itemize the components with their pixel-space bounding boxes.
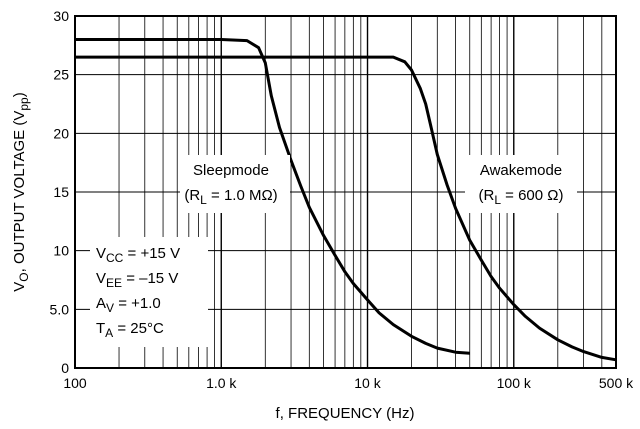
x-axis-title: f, FREQUENCY (Hz) [276,405,415,422]
awakemode-label: Awakemode [480,162,562,179]
test-conditions: VCC = +15 V VEE = –15 V AV = +1.0 TA = 25°C [96,245,180,340]
y-tick-label: 10 [53,243,69,259]
awakemode-condition: (RL = 600 Ω) [478,187,563,207]
x-tick-label: 100 k [497,375,532,391]
y-tick-label: 30 [53,8,69,24]
condition-line: VEE = –15 V [96,270,178,290]
y-tick-label: 20 [53,125,69,141]
conditions-bg [90,237,208,347]
sleep-annotation-bg [180,155,290,213]
condition-line: TA = 25°C [96,320,164,340]
y-tick-label: 5.0 [50,301,70,317]
series-line-awakemode [75,55,617,362]
x-tick-label: 100 [63,375,87,391]
y-tick-label: 25 [53,67,69,83]
condition-line: VCC = +15 V [96,245,180,265]
y-tick-label: 15 [53,184,69,200]
tick-labels: 100 1.0 k 10 k 100 k 500 k 0 5.0 10 15 20 25 30 [50,8,635,391]
sleepmode-label: Sleepmode [193,162,269,179]
awake-annotation-bg [465,155,577,213]
sleepmode-condition: (RL = 1.0 MΩ) [184,187,277,207]
condition-line: AV = +1.0 [96,295,161,315]
x-tick-label: 1.0 k [206,375,237,391]
plot-frame [74,15,617,369]
x-tick-label: 500 k [599,375,634,391]
x-tick-label: 10 k [354,375,381,391]
y-axis-title: VO, OUTPUT VOLTAGE (Vpp) [11,92,31,291]
series-group [75,38,617,362]
series-line-sleepmode [75,38,470,355]
y-tick-label: 0 [61,360,69,376]
